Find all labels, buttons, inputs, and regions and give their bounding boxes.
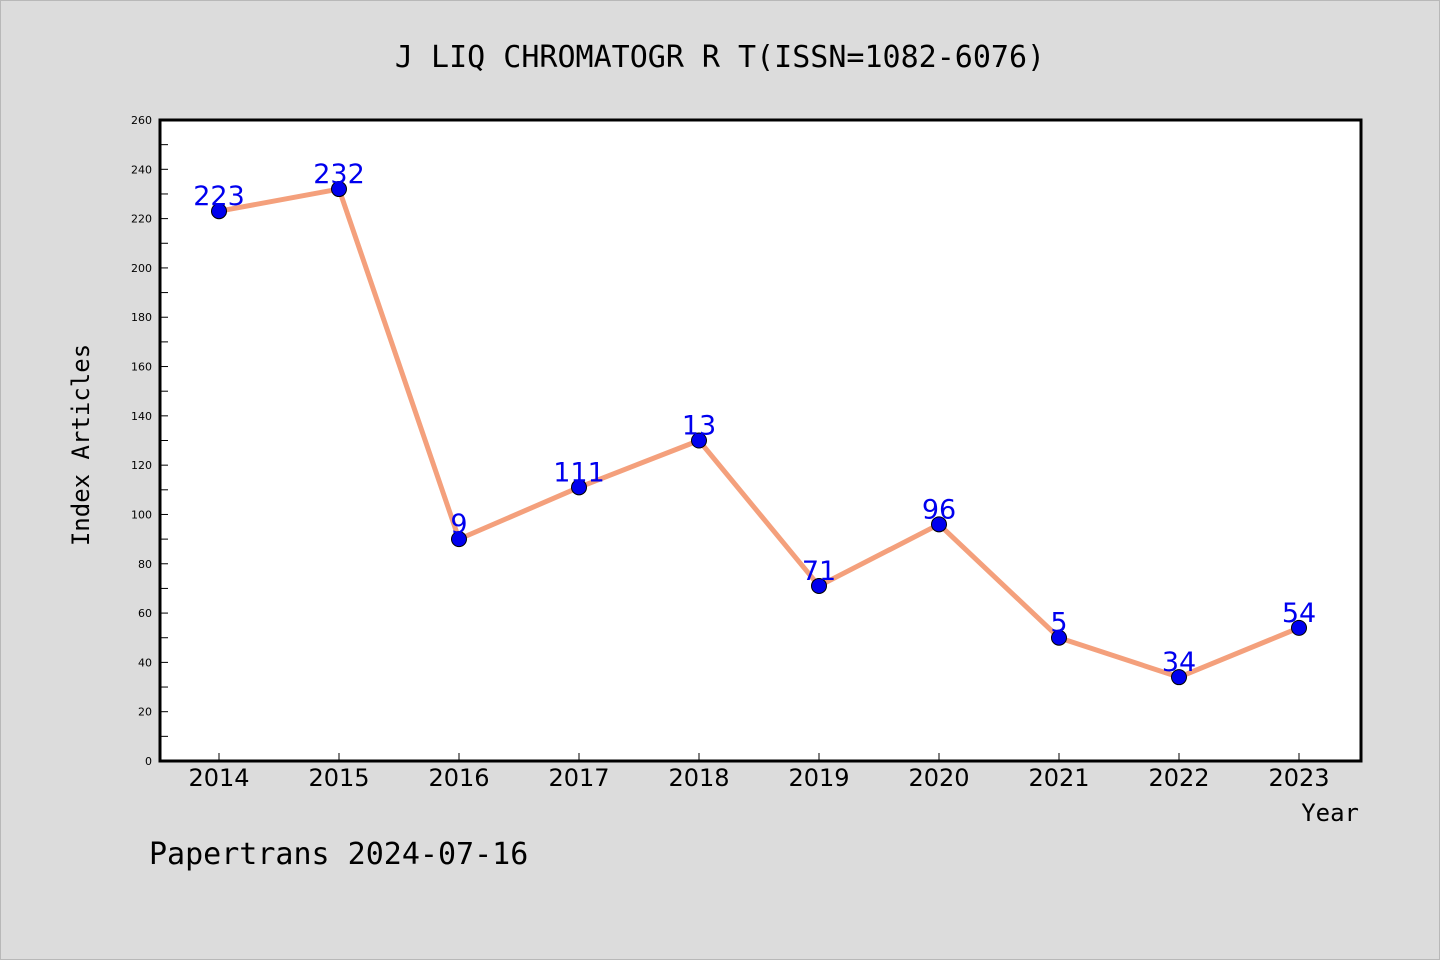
chart-title: J LIQ CHROMATOGR R T(ISSN=1082-6076) [395, 40, 1045, 75]
x-tick-label: 2016 [428, 764, 489, 792]
x-tick-label: 2018 [668, 764, 729, 792]
x-axis: 2014 2015 2016 2017 2018 2019 2020 2021 2022 2023 [188, 753, 1330, 792]
series-layer [211, 181, 1307, 686]
y-tick-label: 40 [138, 656, 152, 669]
y-axis-title: Index Articles [67, 344, 95, 546]
data-point [211, 203, 227, 220]
data-label: 54 [1282, 598, 1316, 629]
data-label: 96 [922, 494, 956, 525]
data-point [331, 181, 347, 198]
data-label: 111 [553, 457, 605, 488]
data-point [691, 432, 707, 449]
y-tick-label: 220 [131, 213, 152, 226]
y-axis: 0 20 40 60 80 100 120 140 160 180 200 220 240 260 [131, 114, 168, 768]
x-tick-label: 2022 [1148, 764, 1209, 792]
data-point [451, 531, 467, 548]
footer-text: Papertrans 2024-07-16 [149, 837, 528, 872]
data-label: 9 [450, 509, 467, 540]
y-tick-label: 20 [138, 706, 152, 719]
y-tick-label: 240 [131, 163, 152, 176]
x-tick-label: 2020 [908, 764, 969, 792]
y-tick-label: 200 [131, 262, 152, 275]
y-tick-label: 160 [131, 361, 152, 374]
data-label: 232 [313, 159, 365, 190]
data-point [571, 479, 587, 496]
data-label: 34 [1162, 647, 1196, 678]
y-tick-label: 120 [131, 459, 152, 472]
data-label: 71 [802, 556, 836, 587]
y-tick-label: 100 [131, 508, 152, 521]
x-tick-label: 2019 [788, 764, 849, 792]
series-line [216, 186, 1302, 680]
data-point [1291, 619, 1307, 636]
plot-frame [158, 118, 1363, 763]
x-axis-title: Year [1301, 799, 1359, 827]
x-tick-label: 2014 [188, 764, 249, 792]
data-point [1171, 669, 1187, 686]
x-tick-label: 2017 [548, 764, 609, 792]
x-tick-label: 2015 [308, 764, 369, 792]
data-labels: 223 232 9 111 13 71 96 5 34 54 [193, 159, 1316, 678]
data-label: 13 [682, 411, 716, 442]
y-tick-label: 80 [138, 558, 152, 571]
x-tick-label: 2023 [1268, 764, 1329, 792]
x-tick-label: 2021 [1028, 764, 1089, 792]
y-tick-label: 0 [145, 755, 152, 768]
y-tick-label: 180 [131, 311, 152, 324]
data-point [1051, 629, 1067, 646]
plot-area [160, 120, 1361, 761]
data-label: 5 [1050, 608, 1067, 639]
y-tick-label: 60 [138, 607, 152, 620]
data-point [811, 577, 827, 594]
y-tick-label: 260 [131, 114, 152, 127]
data-point [931, 516, 947, 533]
y-tick-label: 140 [131, 410, 152, 423]
data-label: 223 [193, 181, 245, 212]
